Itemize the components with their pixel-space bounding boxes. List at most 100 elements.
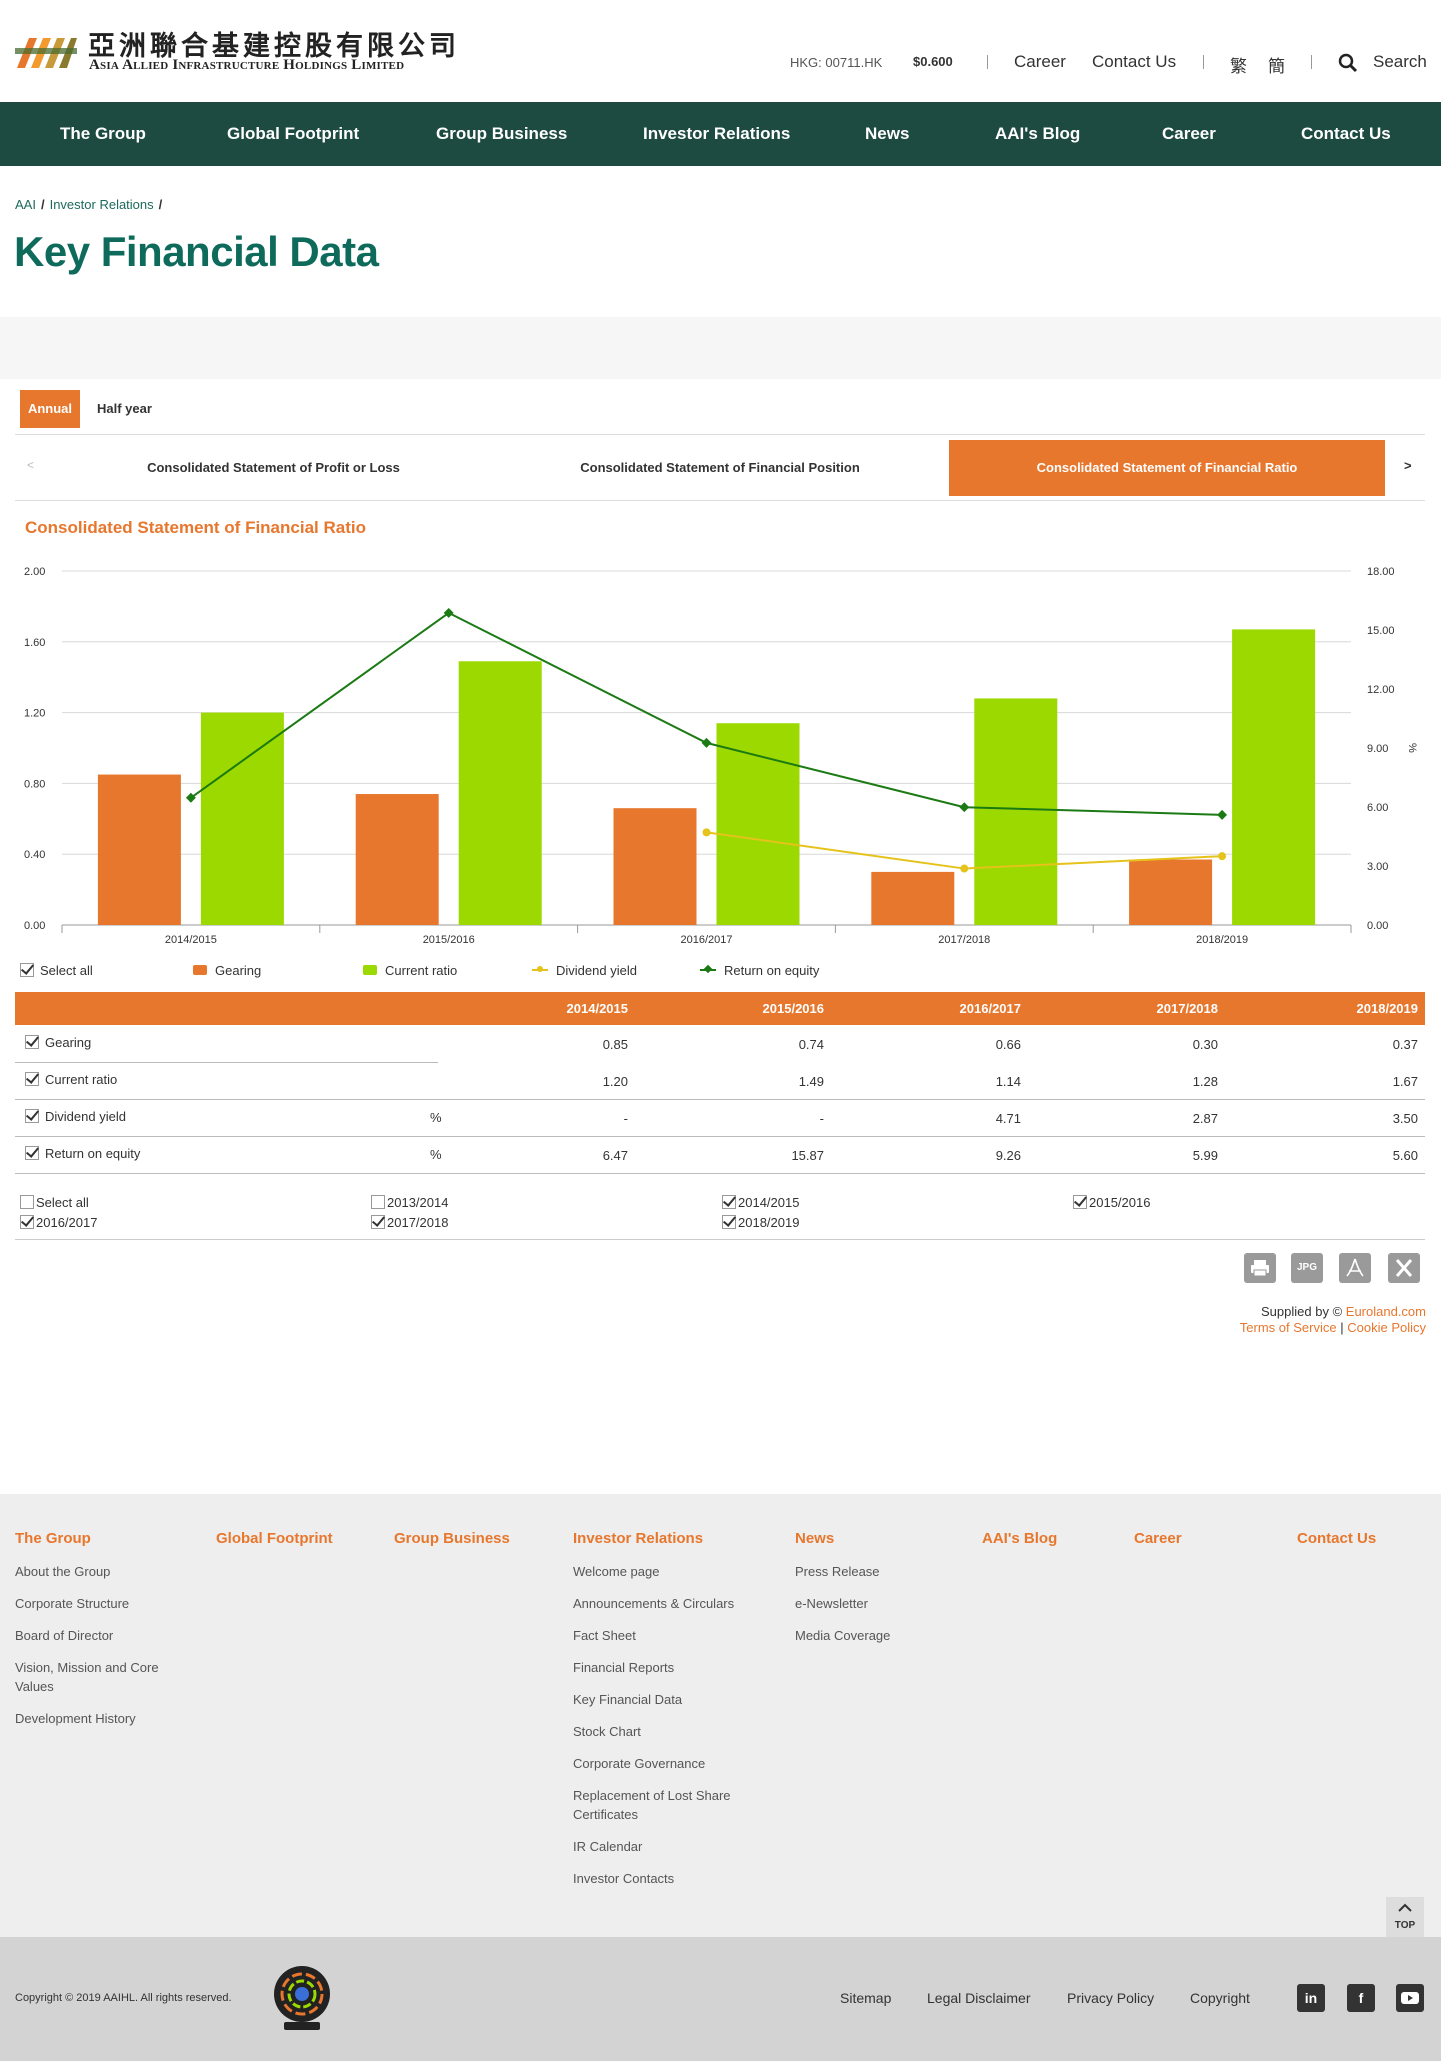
footer-link[interactable]: Welcome page xyxy=(573,1564,660,1579)
lang-traditional-link[interactable]: 繁 xyxy=(1230,57,1247,76)
year-2016-2017[interactable]: 2016/2017 xyxy=(20,1215,97,1230)
footer-link[interactable]: Media Coverage xyxy=(795,1628,891,1643)
year-2017-2018[interactable]: 2017/2018 xyxy=(371,1215,448,1230)
checkbox-icon[interactable] xyxy=(722,1215,736,1229)
footer-link[interactable]: About the Group xyxy=(15,1564,111,1579)
linkedin-icon[interactable]: in xyxy=(1297,1984,1325,2012)
checkbox-icon[interactable] xyxy=(722,1195,736,1209)
year-2014-2015[interactable]: 2014/2015 xyxy=(722,1195,799,1210)
footer-link[interactable]: Replacement of Lost Share Certificates xyxy=(573,1788,731,1822)
nav-item-contact-us[interactable]: Contact Us xyxy=(1301,124,1391,143)
footer-heading-global-footprint[interactable]: Global Footprint xyxy=(216,1530,333,1547)
logo-name-cn[interactable]: 亞洲聯合基建控股有限公司 xyxy=(88,31,460,62)
footer-link[interactable]: Corporate Structure xyxy=(15,1596,130,1611)
pdf-export-button[interactable] xyxy=(1339,1253,1371,1283)
search-icon[interactable] xyxy=(1338,53,1358,73)
year-select-all[interactable]: Select all xyxy=(20,1195,89,1210)
nav-item-blog[interactable]: AAI's Blog xyxy=(995,124,1081,143)
checkbox-icon[interactable] xyxy=(20,963,34,977)
checkbox-icon[interactable] xyxy=(371,1195,385,1209)
footer-link[interactable]: Development History xyxy=(15,1711,136,1726)
print-button[interactable] xyxy=(1244,1253,1276,1283)
header-career-link[interactable]: Career xyxy=(1014,52,1066,71)
footer-link[interactable]: Board of Director xyxy=(15,1628,114,1643)
row-label[interactable]: Dividend yield xyxy=(25,1109,126,1124)
footer-link[interactable]: Investor Contacts xyxy=(573,1871,675,1886)
table-row: Gearing 0.85 0.74 0.66 0.30 0.37 xyxy=(15,1025,1425,1062)
footer-heading-group-business[interactable]: Group Business xyxy=(394,1530,510,1547)
year-2015-2016[interactable]: 2015/2016 xyxy=(1073,1195,1150,1210)
nav-item-group-business[interactable]: Group Business xyxy=(436,124,568,143)
tab-annual[interactable]: Annual xyxy=(20,390,80,428)
nav-item-the-group[interactable]: The Group xyxy=(60,124,146,143)
point-return-on-equity xyxy=(959,802,970,813)
footer-link[interactable]: e-Newsletter xyxy=(795,1596,868,1611)
footer-copyright-link[interactable]: Copyright xyxy=(1190,1990,1250,2006)
tab-next-arrow[interactable]: > xyxy=(1404,458,1412,473)
year-select-divider xyxy=(15,1239,1425,1240)
footer-heading-blog[interactable]: AAI's Blog xyxy=(982,1530,1058,1547)
nav-item-news[interactable]: News xyxy=(865,124,910,143)
footer-link[interactable]: Corporate Governance xyxy=(573,1756,706,1771)
checkbox-icon[interactable] xyxy=(25,1109,39,1123)
terms-link[interactable]: Terms of Service xyxy=(1239,1320,1337,1335)
footer-heading-news[interactable]: News xyxy=(795,1530,835,1547)
breadcrumb-home[interactable]: AAI xyxy=(15,197,36,212)
legend-gearing[interactable]: Gearing xyxy=(193,963,261,978)
checkbox-icon[interactable] xyxy=(1073,1195,1087,1209)
footer-heading-the-group[interactable]: The Group xyxy=(15,1530,91,1547)
excel-export-button[interactable] xyxy=(1388,1253,1420,1283)
nav-item-global-footprint[interactable]: Global Footprint xyxy=(227,124,360,143)
euroland-link[interactable]: Euroland.com xyxy=(1345,1304,1426,1319)
tab-profit-or-loss[interactable]: Consolidated Statement of Profit or Loss xyxy=(147,460,400,475)
nav-item-career[interactable]: Career xyxy=(1162,124,1216,143)
footer-link[interactable]: Press Release xyxy=(795,1564,880,1579)
tab-financial-position[interactable]: Consolidated Statement of Financial Posi… xyxy=(580,460,860,475)
back-to-top-button[interactable]: TOP xyxy=(1386,1897,1424,1937)
checkbox-icon[interactable] xyxy=(25,1072,39,1086)
year-2013-2014[interactable]: 2013/2014 xyxy=(371,1195,448,1210)
footer-privacy-link[interactable]: Privacy Policy xyxy=(1067,1990,1155,2006)
footer-sitemap-link[interactable]: Sitemap xyxy=(840,1990,892,2006)
search-link[interactable]: Search xyxy=(1373,52,1427,71)
lang-simplified-link[interactable]: 簡 xyxy=(1268,57,1285,76)
footer-link[interactable]: Announcements & Circulars xyxy=(573,1596,735,1611)
logo-icon[interactable] xyxy=(15,30,77,72)
footer-link[interactable]: Fact Sheet xyxy=(573,1628,636,1643)
footer-link[interactable]: Stock Chart xyxy=(573,1724,641,1739)
footer-link[interactable]: Vision, Mission and Core Values xyxy=(15,1660,159,1694)
footer-legal-link[interactable]: Legal Disclaimer xyxy=(927,1990,1031,2006)
header-contact-link[interactable]: Contact Us xyxy=(1092,52,1177,71)
legend-select-all[interactable]: Select all xyxy=(20,963,93,978)
checkbox-icon[interactable] xyxy=(25,1146,39,1160)
logo-name-en[interactable]: Asia Allied Infrastructure Holdings Limi… xyxy=(89,57,405,73)
legend-current-ratio[interactable]: Current ratio xyxy=(363,963,457,978)
cookie-link[interactable]: Cookie Policy xyxy=(1347,1320,1426,1335)
checkbox-icon[interactable] xyxy=(20,1195,34,1209)
footer-heading-career[interactable]: Career xyxy=(1134,1530,1182,1547)
tab-financial-ratio[interactable]: Consolidated Statement of Financial Rati… xyxy=(949,440,1385,496)
year-2018-2019[interactable]: 2018/2019 xyxy=(722,1215,799,1230)
footer-link[interactable]: Key Financial Data xyxy=(573,1692,683,1707)
jpg-export-button[interactable]: JPG xyxy=(1291,1253,1323,1283)
checkbox-icon[interactable] xyxy=(20,1215,34,1229)
point-dividend-yield xyxy=(1218,852,1227,861)
checkbox-icon[interactable] xyxy=(25,1035,39,1049)
tab-half-year[interactable]: Half year xyxy=(97,401,152,416)
footer-heading-contact-us[interactable]: Contact Us xyxy=(1297,1530,1377,1547)
footer-link[interactable]: Financial Reports xyxy=(573,1660,675,1675)
youtube-icon[interactable] xyxy=(1396,1984,1424,2012)
row-label[interactable]: Return on equity xyxy=(25,1146,140,1161)
tab-prev-arrow[interactable]: < xyxy=(27,458,35,472)
legend-dividend-yield[interactable]: Dividend yield xyxy=(532,963,637,978)
facebook-icon[interactable]: f xyxy=(1347,1984,1375,2012)
footer-link[interactable]: IR Calendar xyxy=(573,1839,643,1854)
row-label[interactable]: Gearing xyxy=(25,1035,91,1050)
footer-heading-investor-relations[interactable]: Investor Relations xyxy=(573,1530,704,1547)
breadcrumb-investor-relations[interactable]: Investor Relations xyxy=(49,197,154,212)
row-label[interactable]: Current ratio xyxy=(25,1072,117,1087)
legend-return-on-equity[interactable]: Return on equity xyxy=(700,963,819,978)
dividend-yield-swatch xyxy=(532,966,548,972)
checkbox-icon[interactable] xyxy=(371,1215,385,1229)
nav-item-investor-relations[interactable]: Investor Relations xyxy=(643,124,791,143)
